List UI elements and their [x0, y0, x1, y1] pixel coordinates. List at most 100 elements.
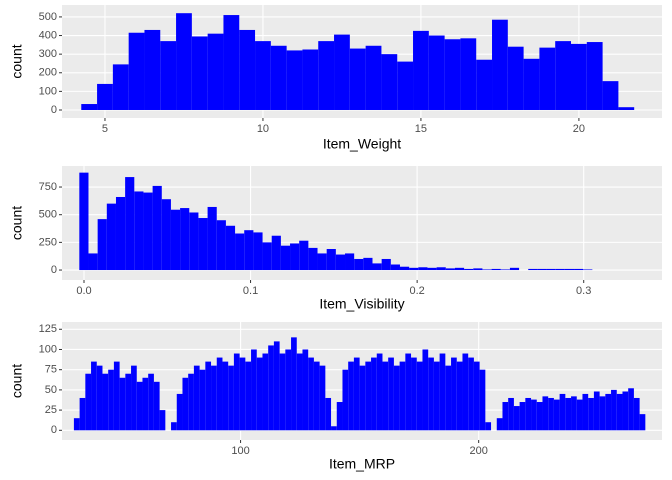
bar — [633, 397, 640, 431]
bar — [235, 233, 245, 271]
bar — [222, 361, 229, 431]
y-axis-title: count — [9, 44, 25, 78]
bar — [302, 349, 309, 431]
bar — [299, 240, 309, 271]
bar — [211, 365, 217, 431]
bar — [134, 191, 144, 271]
bar — [468, 357, 474, 431]
bar — [390, 264, 400, 271]
bar — [253, 232, 263, 271]
bar — [537, 268, 547, 271]
bar — [371, 357, 377, 431]
bar — [428, 357, 434, 431]
bar — [571, 43, 587, 110]
bar — [586, 42, 603, 110]
bar — [365, 361, 372, 431]
bar — [302, 49, 319, 110]
bar — [142, 377, 149, 431]
bar — [207, 33, 224, 110]
y-tick-label: 25 — [45, 404, 57, 416]
bar — [207, 206, 217, 271]
bar — [418, 267, 428, 271]
x-tick-label: 0.1 — [243, 285, 258, 297]
x-tick-label: 0.0 — [76, 285, 91, 297]
bar — [576, 399, 583, 431]
bar — [622, 391, 629, 431]
x-tick-label: 0.2 — [409, 285, 424, 297]
bar — [170, 209, 181, 271]
bar — [160, 41, 177, 110]
bar — [508, 397, 514, 431]
bar — [476, 59, 493, 110]
y-tick-label: 125 — [39, 323, 57, 335]
bar — [393, 365, 400, 431]
bar — [280, 245, 291, 271]
bar — [388, 357, 394, 431]
y-tick-label: 0 — [51, 264, 57, 276]
bar — [574, 268, 584, 271]
bar — [271, 235, 281, 271]
bar — [416, 361, 423, 431]
bar — [405, 353, 412, 431]
bar — [188, 373, 194, 431]
bar — [81, 104, 98, 110]
x-tick-label: 10 — [257, 123, 269, 135]
bar — [216, 357, 223, 431]
bar — [605, 393, 612, 431]
bar — [348, 361, 354, 431]
bar — [148, 373, 154, 431]
bar — [115, 196, 126, 271]
bar — [363, 257, 373, 271]
y-tick-label: 400 — [39, 29, 57, 41]
bar — [456, 361, 463, 431]
bar — [317, 253, 327, 271]
bar — [409, 267, 419, 271]
bar — [291, 337, 297, 431]
y-tick-label: 500 — [39, 209, 57, 221]
y-tick-label: 100 — [39, 85, 57, 97]
bar — [482, 269, 492, 271]
bar — [97, 83, 113, 110]
bar — [191, 36, 208, 110]
bar — [88, 253, 98, 271]
bar — [399, 361, 406, 431]
y-axis-title: count — [9, 206, 25, 240]
bar — [189, 212, 199, 271]
bar — [318, 41, 335, 110]
bar — [492, 19, 508, 110]
bar — [223, 15, 240, 110]
bar — [113, 361, 120, 431]
x-axis-title: Item_Visibility — [319, 296, 404, 312]
bar — [176, 13, 192, 110]
bar — [205, 361, 212, 431]
bar — [228, 365, 234, 431]
bar — [128, 32, 145, 110]
bar — [308, 357, 314, 431]
bar — [611, 389, 617, 431]
x-tick-label: 100 — [231, 445, 249, 457]
x-axis-title: Item_Weight — [323, 136, 401, 152]
bar — [273, 341, 280, 431]
bar — [119, 377, 126, 431]
bar — [152, 185, 162, 271]
bar — [345, 253, 355, 271]
bar — [239, 357, 246, 431]
bar — [523, 58, 540, 110]
bar — [439, 353, 446, 431]
y-tick-label: 75 — [45, 364, 57, 376]
bar — [270, 45, 287, 110]
bar — [136, 381, 143, 431]
bar — [308, 247, 318, 271]
bar — [365, 45, 382, 110]
bar — [335, 254, 346, 271]
bar — [588, 397, 594, 431]
bar — [112, 64, 129, 110]
bar — [491, 268, 501, 271]
bar — [599, 396, 606, 431]
bar — [125, 177, 135, 271]
bar — [582, 393, 589, 431]
bar — [342, 369, 349, 431]
bar — [542, 396, 549, 431]
bar — [399, 266, 410, 271]
y-tick-label: 250 — [39, 236, 57, 248]
